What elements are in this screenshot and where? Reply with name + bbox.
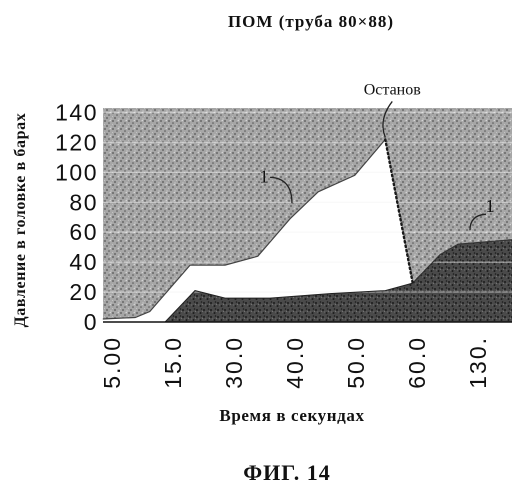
y-axis-label: Давление в головке в барах <box>12 113 29 328</box>
x-tick-label: 50.0 <box>343 336 369 389</box>
x-tick-label: 5.00 <box>99 336 125 389</box>
reference-numeral: 1 <box>259 166 268 186</box>
y-tick-label: 80 <box>69 189 98 215</box>
x-tick-label: 40.0 <box>282 336 308 389</box>
x-tick-label: 30.0 <box>221 336 247 389</box>
y-tick-label: 140 <box>55 99 98 125</box>
x-tick-label: 60.0 <box>404 336 430 389</box>
y-tick-label: 120 <box>55 129 98 155</box>
y-tick-label: 100 <box>55 159 98 185</box>
y-tick-label: 60 <box>69 219 98 245</box>
plot-area: 0 20 40 60 80 100 120 140 5.00 15.0 30.0 40.0 50.0 60… <box>55 81 512 388</box>
figure-caption: ФИГ. 14 <box>243 460 331 485</box>
x-tick-label: 15.0 <box>160 336 186 389</box>
x-tick-label: 130. <box>465 336 491 389</box>
x-axis-label: Время в секундах <box>219 406 364 425</box>
reference-numeral: 1 <box>485 196 494 216</box>
annotation-shutdown: Останов <box>364 81 422 98</box>
y-tick-label: 0 <box>84 309 98 335</box>
y-tick-label: 40 <box>69 249 98 275</box>
chart-title: ПОМ (труба 80×88) <box>228 12 394 31</box>
y-tick-label: 20 <box>69 279 98 305</box>
